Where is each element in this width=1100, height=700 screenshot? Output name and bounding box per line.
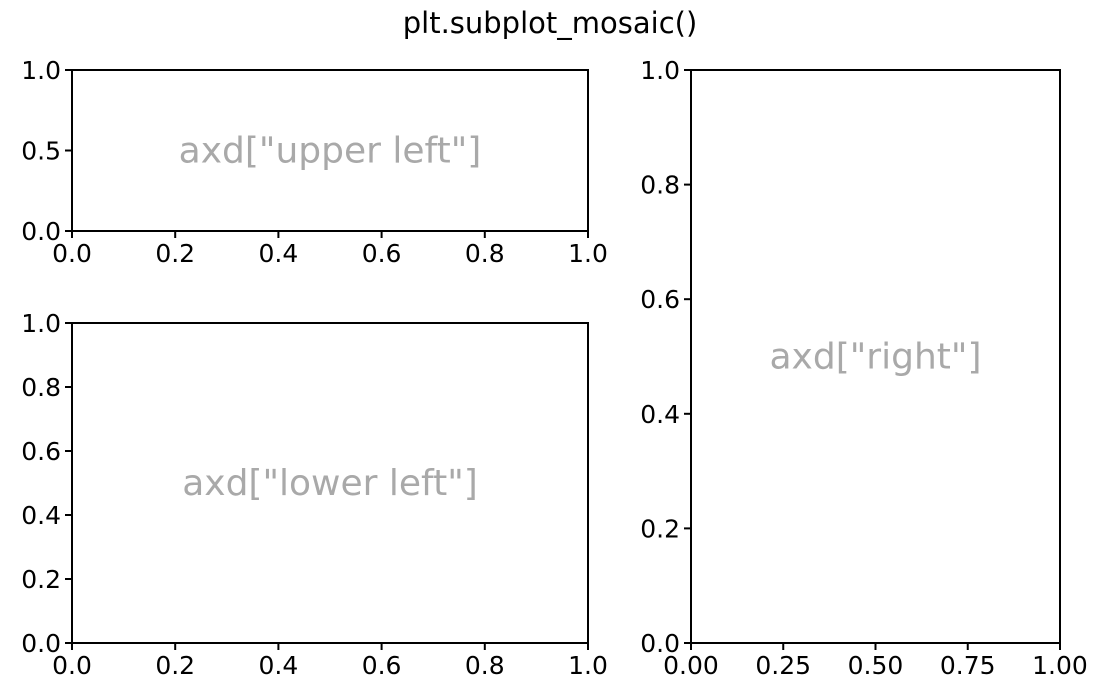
y-tick-label-lower-left: 1.0	[21, 309, 61, 338]
x-tick-label-upper-left: 1.0	[568, 239, 608, 268]
panel-label-upper-left: axd["upper left"]	[179, 131, 482, 172]
x-tick-label-lower-left: 0.8	[465, 651, 505, 680]
axes-frame-upper-left	[71, 69, 589, 232]
axes-frame-right	[690, 69, 1061, 644]
x-tick-label-lower-left: 0.4	[259, 651, 299, 680]
y-tick-label-right: 0.6	[640, 285, 680, 314]
y-tick-label-lower-left: 0.4	[21, 501, 61, 530]
x-tick-label-upper-left: 0.8	[465, 239, 505, 268]
panel-label-lower-left: axd["lower left"]	[182, 463, 478, 504]
panel-label-right: axd["right"]	[769, 337, 981, 378]
y-tick-label-lower-left: 0.0	[21, 629, 61, 658]
y-tick-label-right: 0.0	[640, 629, 680, 658]
y-tick-label-lower-left: 0.8	[21, 373, 61, 402]
y-tick-label-right: 0.2	[640, 514, 680, 543]
axes-right: 0.00 0.25 0.50 0.75 1.00 0.0 0.2 0.4 0.6 0.8 1.0 ax…	[640, 56, 1088, 680]
x-tick-label-upper-left: 0.4	[259, 239, 299, 268]
y-tick-label-lower-left: 0.2	[21, 565, 61, 594]
x-tick-label-lower-left: 0.6	[362, 651, 402, 680]
y-tick-label-right: 1.0	[640, 56, 680, 85]
axes-frame-lower-left	[71, 322, 589, 644]
x-tick-label-upper-left: 0.0	[52, 239, 92, 268]
x-tick-label-lower-left: 0.0	[52, 651, 92, 680]
subplot-panels: 0.0 0.2 0.4 0.6 0.8 1.0 0.0 0.5 1.0 axd["upper le…	[21, 56, 1088, 680]
axes-lower-left: 0.0 0.2 0.4 0.6 0.8 1.0 0.0 0.2 0.4 0.6 0.8 1.0 axd[…	[21, 309, 608, 680]
x-tick-label-upper-left: 0.6	[362, 239, 402, 268]
x-tick-label-right: 0.75	[940, 651, 996, 680]
y-tick-label-upper-left: 0.0	[21, 217, 61, 246]
x-tick-label-right: 0.25	[755, 651, 811, 680]
y-tick-label-lower-left: 0.6	[21, 437, 61, 466]
x-tick-label-lower-left: 0.2	[155, 651, 195, 680]
figure-suptitle: plt.subplot_mosaic()	[403, 6, 698, 40]
x-tick-label-lower-left: 1.0	[568, 651, 608, 680]
y-tick-label-upper-left: 0.5	[21, 137, 61, 166]
x-tick-label-right: 0.00	[663, 651, 719, 680]
x-tick-label-right: 0.50	[848, 651, 904, 680]
y-tick-label-upper-left: 1.0	[21, 56, 61, 85]
x-tick-label-right: 1.00	[1032, 651, 1088, 680]
x-tick-label-upper-left: 0.2	[155, 239, 195, 268]
y-tick-label-right: 0.4	[640, 400, 680, 429]
y-tick-label-right: 0.8	[640, 171, 680, 200]
axes-upper-left: 0.0 0.2 0.4 0.6 0.8 1.0 0.0 0.5 1.0 axd["upper le…	[21, 56, 608, 268]
